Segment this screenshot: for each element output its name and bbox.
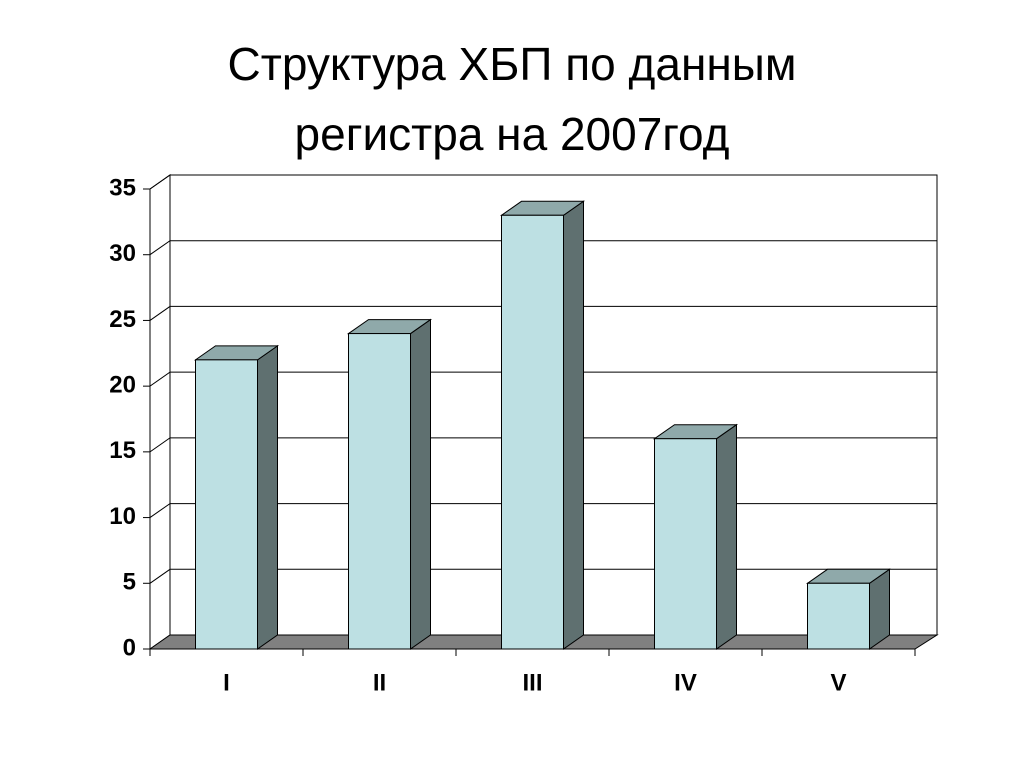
x-tick-label: III: [522, 669, 542, 696]
x-tick-label: IV: [674, 669, 697, 696]
bar: [807, 582, 870, 650]
side-wall: [149, 174, 171, 650]
x-tick-label: II: [373, 669, 386, 696]
y-tick-label: 0: [123, 634, 136, 661]
y-tick-label: 25: [109, 306, 136, 333]
y-tick-label: 30: [109, 240, 136, 267]
chart-title: регистра на 2007год: [295, 108, 730, 160]
y-tick-label: 5: [123, 569, 136, 596]
grid-line: [149, 305, 937, 321]
bar: [348, 333, 411, 650]
bar-side: [257, 344, 278, 650]
bar-side: [716, 423, 737, 650]
y-tick-label: 10: [109, 503, 136, 530]
bar: [195, 359, 258, 650]
grid-line: [149, 174, 937, 190]
y-tick-label: 35: [109, 174, 136, 201]
y-tick-label: 15: [109, 437, 136, 464]
chart-title: Структура ХБП по данным: [228, 38, 797, 90]
bar: [654, 438, 717, 650]
bar-side: [410, 318, 431, 650]
y-tick-label: 20: [109, 371, 136, 398]
grid-line: [149, 240, 937, 256]
bar: [501, 214, 564, 650]
x-tick-label: V: [830, 669, 846, 696]
bar-side: [563, 200, 584, 650]
x-tick-label: I: [223, 669, 230, 696]
grid-line: [149, 371, 937, 387]
